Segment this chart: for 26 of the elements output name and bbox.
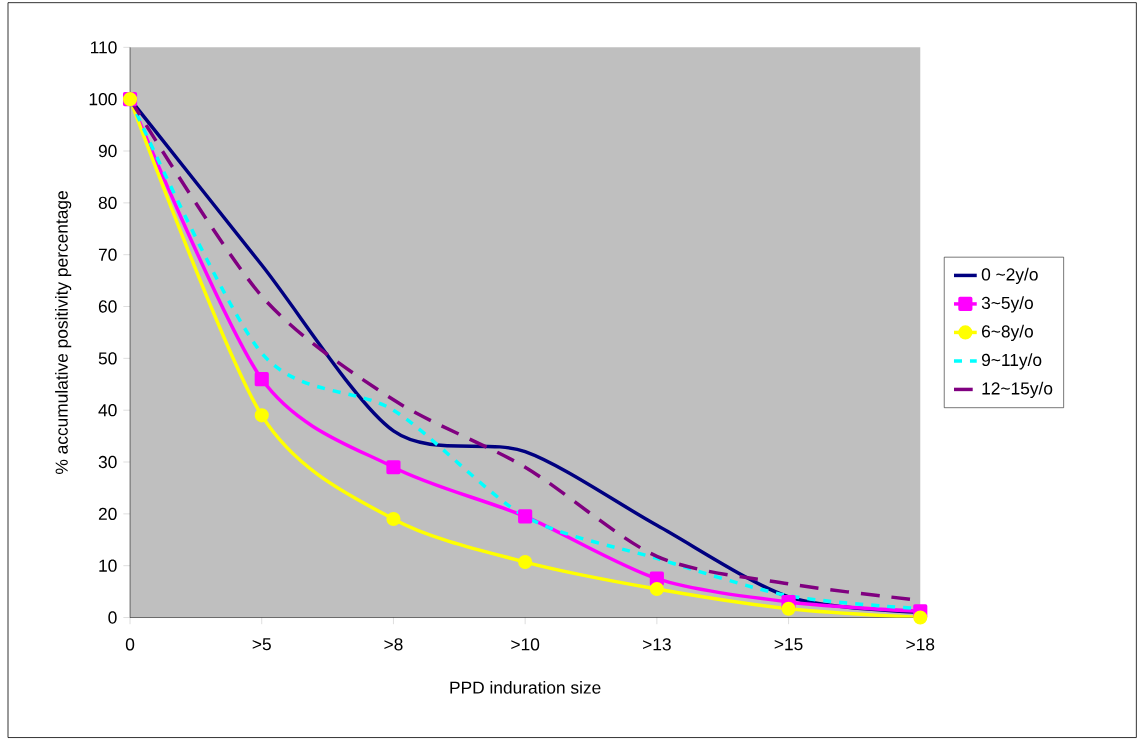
y-tick-label: 0 xyxy=(108,611,117,624)
x-tick-label: >18 xyxy=(906,638,935,651)
y-tick-label: 50 xyxy=(98,352,117,365)
x-tick-label: 0 xyxy=(125,638,135,651)
legend-label: 3~5y/o xyxy=(981,296,1033,313)
x-tick-label: >5 xyxy=(252,638,271,651)
x-tick-label: >15 xyxy=(774,638,803,651)
y-tick-label: 110 xyxy=(91,41,117,54)
y-tick-label: 90 xyxy=(98,144,117,158)
x-axis-title: PPD induration size xyxy=(450,680,601,694)
x-tick-label: >13 xyxy=(643,638,671,651)
legend-label: 6~8y/o xyxy=(982,324,1033,341)
y-tick-label: 60 xyxy=(98,300,117,313)
y-tick-label: 100 xyxy=(89,92,117,106)
legend-label: 9~11y/o xyxy=(981,353,1042,370)
x-tick-label: >10 xyxy=(511,638,540,651)
legend-label: 12~15y/o xyxy=(982,381,1053,398)
y-tick-label: 40 xyxy=(98,403,117,417)
legend-label: 0 ~2y/o xyxy=(981,267,1038,284)
y-tick-label: 30 xyxy=(98,455,117,469)
y-tick-label: 20 xyxy=(98,507,117,520)
y-axis-title: % accumulative positivity percentage xyxy=(55,191,72,474)
x-tick-label: >8 xyxy=(384,638,403,651)
y-tick-label: 70 xyxy=(98,248,117,261)
y-tick-label: 80 xyxy=(98,196,117,209)
y-tick-label: 10 xyxy=(99,559,117,572)
